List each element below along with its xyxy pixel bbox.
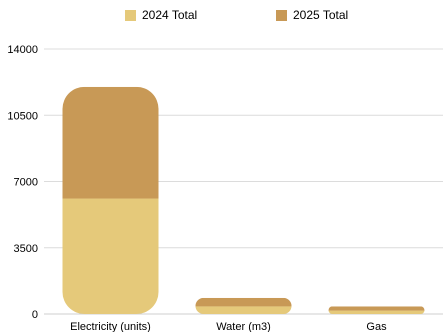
x-tick-label: Electricity (units): [70, 321, 151, 332]
x-axis-labels: Electricity (units) Water (m3) Gas: [70, 321, 387, 332]
y-tick-label: 7000: [14, 177, 38, 189]
legend-label-2024: 2024 Total: [142, 8, 198, 22]
x-tick-label: Water (m3): [216, 321, 271, 332]
legend-swatch-2025: [276, 9, 287, 21]
bars-layer: [62, 86, 425, 314]
legend-swatch-2024: [125, 9, 136, 21]
bar-segment-2025-total[interactable]: [328, 306, 425, 311]
bar-segment-2024-total[interactable]: [195, 306, 292, 314]
chart-legend: 2024 Total 2025 Total: [0, 8, 443, 24]
y-tick-label: 14000: [7, 44, 38, 56]
bar-group-2: [328, 306, 425, 314]
bar-segment-2025-total[interactable]: [195, 297, 292, 307]
x-tick-label: Gas: [366, 321, 387, 332]
legend-item-2025[interactable]: 2025 Total: [276, 8, 348, 22]
bar-segment-2024-total[interactable]: [62, 198, 159, 314]
legend-item-2024[interactable]: 2024 Total: [125, 8, 197, 22]
y-tick-label: 10500: [7, 110, 38, 122]
y-axis-labels: 0 3500 7000 10500 14000: [7, 44, 38, 321]
y-tick-label: 0: [32, 309, 38, 321]
legend-label-2025: 2025 Total: [293, 8, 349, 22]
bar-segment-2025-total[interactable]: [62, 86, 159, 199]
y-tick-label: 3500: [14, 243, 38, 255]
bar-segment-2024-total[interactable]: [328, 310, 425, 314]
bar-group-0: [62, 86, 159, 314]
bar-group-1: [195, 297, 292, 314]
